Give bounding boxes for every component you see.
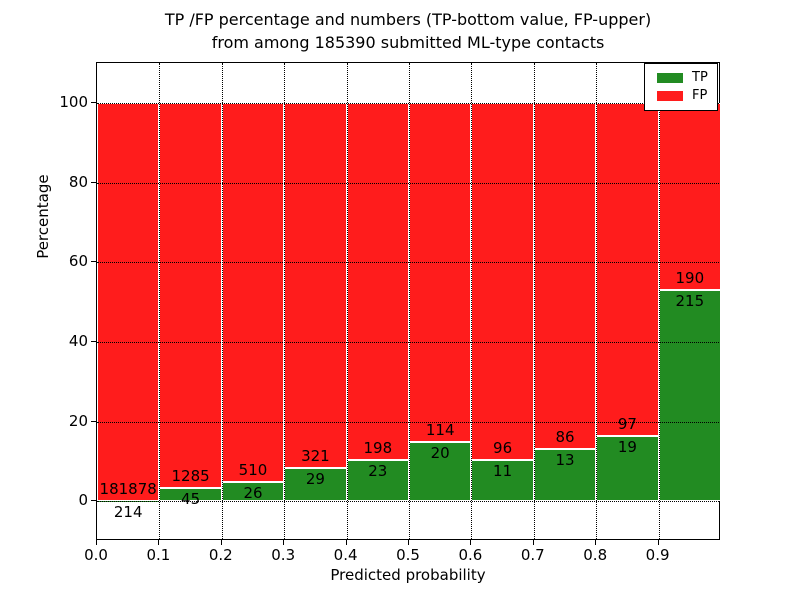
x-tick-label: 0.6: [458, 546, 483, 564]
x-tick-label: 0.0: [84, 546, 108, 564]
x-tick-mark: [532, 540, 534, 545]
x-tick-mark: [657, 540, 659, 545]
fp-bar-segment: [596, 102, 659, 436]
plot-area: 181878 214 1285 45 510 26 321 29 198 23 114 20 96 11 8…: [96, 62, 721, 540]
x-gridline: [346, 63, 348, 539]
y-tick-mark: [91, 420, 96, 422]
y-tick-label: 0: [78, 491, 88, 510]
fp-count-annotation: 114: [425, 420, 455, 439]
fp-bar-segment: [409, 102, 472, 442]
x-tick-label: 0.9: [645, 546, 670, 564]
x-gridline: [533, 63, 535, 539]
tp-count-annotation: 214: [113, 502, 143, 521]
x-tick-mark: [96, 540, 97, 545]
x-gridline: [221, 63, 223, 539]
fp-count-annotation: 510: [238, 460, 268, 479]
tp-bar-segment: [533, 448, 597, 502]
fp-legend-swatch: [657, 91, 683, 101]
x-tick-label: 0.7: [520, 546, 545, 564]
tp-count-annotation: 29: [305, 470, 325, 489]
x-tick-mark: [470, 540, 472, 545]
x-tick-mark: [220, 540, 222, 545]
x-axis-label: Predicted probability: [330, 566, 486, 584]
y-tick-label: 80: [68, 172, 88, 191]
fp-count-annotation: 321: [301, 447, 330, 466]
tp-bar-segment: [471, 460, 534, 502]
fp-count-annotation: 97: [617, 414, 637, 433]
chart-title-line2: from among 185390 submitted ML-type cont…: [211, 33, 605, 52]
x-gridline: [409, 63, 410, 539]
x-tick-label: 0.1: [146, 546, 171, 564]
tp-bar-segment: [658, 289, 721, 502]
tp-count-annotation: 215: [675, 291, 705, 310]
x-gridline: [658, 63, 660, 539]
fp-count-annotation: 1285: [171, 466, 210, 485]
fp-bar-segment: [346, 102, 409, 460]
chart-title-line1: TP /FP percentage and numbers (TP-bottom…: [164, 10, 652, 29]
y-gridline: [97, 262, 719, 264]
y-tick-mark: [91, 500, 96, 502]
fp-bar-segment: [533, 102, 597, 449]
fp-bar-segment: [97, 102, 160, 501]
fp-bar-segment: [159, 102, 222, 488]
x-tick-label: 0.4: [333, 546, 358, 564]
y-tick-mark: [91, 101, 96, 103]
y-tick-label: 20: [68, 411, 88, 430]
chart-title: TP /FP percentage and numbers (TP-bottom…: [96, 8, 720, 54]
x-gridline: [159, 63, 161, 539]
x-tick-label: 0.8: [583, 546, 608, 564]
fp-bar-segment: [471, 102, 534, 461]
x-tick-label: 0.2: [208, 546, 233, 564]
legend-item-tp: TP: [657, 71, 709, 85]
tp-bar-segment: [284, 468, 347, 502]
fp-bar-segment: [221, 102, 285, 482]
y-gridline: [97, 102, 719, 104]
tp-count-annotation: 45: [181, 489, 201, 508]
y-tick-mark: [91, 340, 96, 342]
x-gridline: [284, 63, 286, 539]
tp-legend-swatch: [657, 73, 683, 83]
x-tick-mark: [158, 540, 160, 545]
fp-count-annotation: 96: [493, 439, 513, 458]
y-gridline: [97, 501, 719, 503]
y-gridline: [97, 341, 719, 343]
tp-count-annotation: 11: [493, 462, 513, 481]
fp-count-annotation: 190: [675, 268, 705, 287]
x-tick-mark: [345, 540, 347, 545]
fp-count-annotation: 181878: [99, 479, 157, 498]
y-gridline: [97, 421, 719, 423]
tp-legend-label: TP: [692, 70, 708, 85]
x-tick-mark: [283, 540, 285, 545]
y-gridline: [97, 182, 719, 184]
tp-count-annotation: 19: [617, 437, 637, 456]
y-tick-mark: [91, 181, 96, 183]
fp-count-annotation: 86: [555, 427, 575, 446]
legend-item-fp: FP: [657, 89, 709, 103]
y-tick-mark: [91, 261, 96, 263]
tp-count-annotation: 23: [368, 461, 388, 480]
x-gridline: [471, 63, 473, 539]
tp-count-annotation: 20: [430, 443, 450, 462]
fp-count-annotation: 198: [363, 438, 393, 457]
x-tick-mark: [408, 540, 409, 545]
legend: TP FP: [644, 63, 718, 111]
x-tick-mark: [595, 540, 597, 545]
tp-count-annotation: 13: [555, 450, 575, 469]
y-tick-label: 60: [68, 252, 88, 271]
fp-legend-label: FP: [692, 88, 708, 103]
y-tick-label: 100: [59, 92, 88, 111]
y-tick-label: 40: [68, 331, 88, 350]
x-tick-label: 0.3: [271, 546, 296, 564]
x-tick-label: 0.5: [396, 546, 420, 564]
fp-bar-segment: [284, 102, 347, 469]
tp-count-annotation: 26: [243, 483, 263, 502]
x-gridline: [596, 63, 598, 539]
